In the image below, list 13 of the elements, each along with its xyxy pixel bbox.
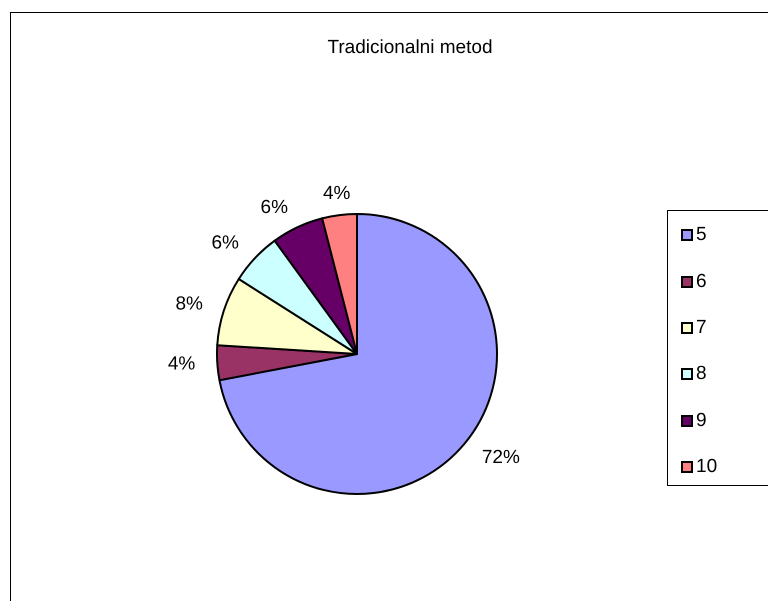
legend-label: 10 [696,456,718,478]
legend-label: 5 [696,224,707,246]
data-label: 4% [168,354,196,375]
legend-label: 7 [696,316,707,339]
data-label: 8% [175,293,204,314]
legend-label: 6 [696,270,707,293]
legend-label: 8 [696,363,707,386]
data-label: 4% [322,182,351,204]
data-label: 6% [260,196,288,218]
data-label: 6% [211,232,240,254]
data-label: 72% [482,446,520,468]
chart-title: Tradicionalni metod [326,36,494,60]
legend-label: 9 [696,410,707,432]
